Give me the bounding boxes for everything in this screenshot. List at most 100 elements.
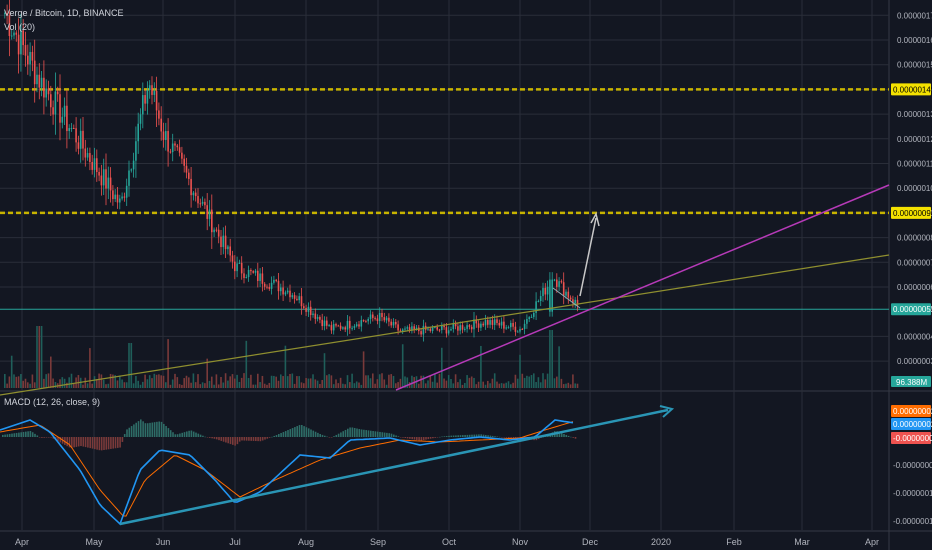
candle-body bbox=[326, 320, 328, 326]
macd-histogram-bar bbox=[268, 437, 271, 438]
volume-bar bbox=[63, 378, 66, 388]
volume-bar bbox=[420, 375, 422, 388]
candle-body bbox=[277, 280, 280, 292]
level-badge bbox=[891, 83, 931, 96]
x-tick-label: Jun bbox=[156, 537, 171, 547]
candle-body bbox=[434, 327, 436, 329]
volume-bar bbox=[146, 379, 149, 388]
candle-body bbox=[259, 273, 261, 281]
candle-body bbox=[385, 317, 388, 321]
candle-body bbox=[305, 307, 307, 312]
volume-label: Vol (20) bbox=[4, 22, 36, 32]
macd-histogram-bar bbox=[289, 429, 292, 437]
volume-bar bbox=[270, 375, 273, 388]
macd-histogram-bar bbox=[480, 434, 482, 437]
candle-body bbox=[13, 32, 15, 36]
volume-bar bbox=[188, 377, 190, 388]
volume-bar bbox=[312, 374, 314, 388]
volume-bar bbox=[77, 375, 80, 388]
volume-bar bbox=[181, 384, 183, 388]
macd-histogram-bar bbox=[376, 431, 379, 437]
candle-body bbox=[468, 325, 471, 327]
volume-bar bbox=[98, 373, 100, 388]
volume-bar bbox=[461, 384, 464, 388]
macd-histogram-bar bbox=[222, 437, 225, 442]
macd-histogram-bar bbox=[220, 437, 223, 441]
macd-histogram-bar bbox=[310, 429, 312, 437]
x-tick-label: Jul bbox=[229, 537, 241, 547]
volume-bar bbox=[280, 374, 282, 388]
volume-bar bbox=[93, 376, 96, 388]
volume-bar bbox=[565, 383, 567, 388]
candle-body bbox=[114, 194, 116, 200]
volume-bar bbox=[22, 380, 24, 388]
volume-bar bbox=[296, 376, 298, 388]
volume-bar bbox=[319, 383, 321, 388]
volume-bar bbox=[316, 380, 319, 388]
x-tick-label: Dec bbox=[582, 537, 599, 547]
volume-bar bbox=[507, 381, 510, 388]
volume-bar bbox=[569, 384, 572, 388]
volume-bar bbox=[436, 382, 438, 388]
macd-histogram-bar bbox=[209, 437, 211, 438]
candle-body bbox=[528, 317, 530, 319]
x-tick-label: May bbox=[85, 537, 103, 547]
volume-bar bbox=[105, 384, 107, 388]
volume-bar bbox=[109, 373, 112, 388]
candle-body bbox=[355, 324, 358, 327]
magenta-trendline bbox=[395, 184, 890, 391]
signal-line bbox=[0, 421, 574, 517]
candle-body bbox=[29, 51, 31, 65]
macd-histogram-bar bbox=[379, 431, 381, 437]
volume-bar bbox=[496, 381, 498, 388]
candle-body bbox=[562, 282, 565, 296]
macd-histogram-bar bbox=[204, 436, 206, 438]
volume-bar bbox=[291, 373, 294, 388]
volume-bar bbox=[144, 374, 146, 388]
macd-histogram-bar bbox=[358, 429, 361, 437]
volume-bar bbox=[562, 384, 565, 388]
macd-histogram-bar bbox=[367, 430, 370, 437]
macd-histogram-bar bbox=[144, 423, 147, 437]
candle-body bbox=[323, 320, 326, 327]
volume-bar bbox=[533, 373, 535, 388]
volume-bar bbox=[464, 382, 466, 388]
volume-bar bbox=[128, 343, 130, 388]
macd-histogram-bar bbox=[105, 437, 108, 450]
macd-histogram-bar bbox=[163, 423, 165, 437]
volume-bar bbox=[323, 353, 326, 388]
candle-body bbox=[312, 313, 314, 316]
candle-body bbox=[457, 326, 459, 331]
macd-tick-label: -0.00000005 bbox=[893, 461, 932, 470]
volume-bar bbox=[50, 356, 52, 388]
volume-bar bbox=[250, 374, 252, 388]
volume-bar bbox=[183, 378, 185, 388]
volume-bar bbox=[13, 374, 15, 388]
macd-histogram-bar bbox=[66, 437, 68, 447]
macd-histogram-bar bbox=[179, 433, 181, 437]
volume-bar bbox=[489, 383, 491, 388]
candle-body bbox=[477, 323, 480, 328]
macd-histogram-bar bbox=[206, 437, 209, 438]
macd-histogram-bar bbox=[512, 437, 515, 439]
volume-bar bbox=[162, 375, 165, 388]
volume-bar bbox=[254, 384, 257, 388]
candle-body bbox=[181, 152, 183, 159]
candle-body bbox=[208, 209, 211, 219]
volume-bar bbox=[537, 377, 540, 388]
volume-bar bbox=[121, 379, 123, 388]
volume-bar bbox=[480, 345, 482, 388]
volume-bar bbox=[45, 374, 47, 388]
volume-bar bbox=[47, 373, 50, 388]
volume-bar bbox=[470, 376, 473, 388]
candle-body bbox=[346, 320, 349, 330]
macd-histogram-bar bbox=[264, 437, 266, 440]
macd-histogram-bar bbox=[8, 433, 11, 437]
macd-histogram-bar bbox=[372, 431, 374, 437]
macd-uptrendline bbox=[119, 408, 669, 526]
candle-body bbox=[250, 269, 252, 272]
candle-body bbox=[130, 169, 133, 171]
candle-body bbox=[510, 323, 512, 328]
candle-body bbox=[128, 170, 130, 186]
volume-bar bbox=[268, 382, 271, 388]
